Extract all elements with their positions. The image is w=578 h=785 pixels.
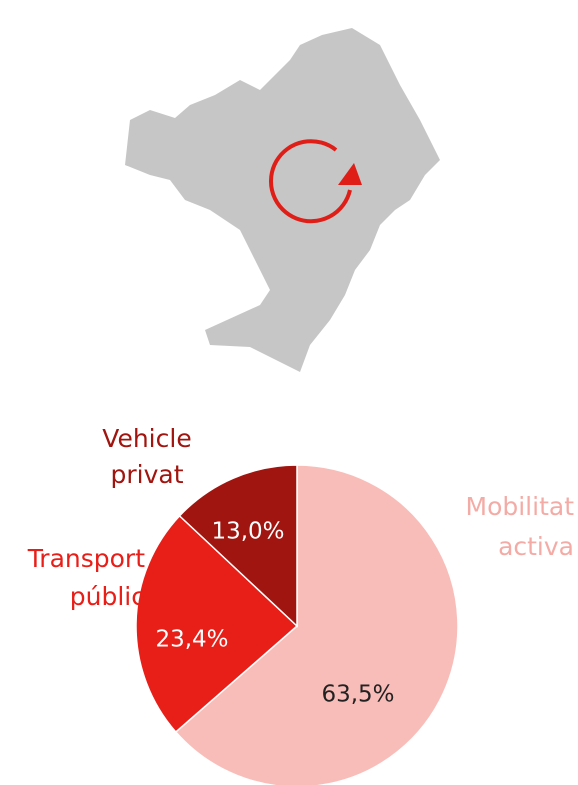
category-label: Vehicle privat	[102, 424, 191, 489]
category-label: Mobilitat activa	[466, 492, 575, 561]
category-label: Transport públic	[27, 544, 146, 611]
arrow-head	[338, 163, 362, 185]
value-label: 63,5%	[321, 682, 394, 708]
pie-slice	[135, 514, 299, 734]
pie-slice	[178, 464, 298, 628]
map	[125, 28, 440, 372]
pie-slice	[174, 464, 459, 785]
value-label: 13,0%	[211, 519, 284, 545]
cycle-arrow	[269, 139, 352, 224]
value-label: 23,4%	[155, 627, 228, 653]
pie: 63,5% Mobilitat activa 23,4% Transport públic…	[27, 424, 575, 785]
map-shape	[125, 28, 440, 372]
